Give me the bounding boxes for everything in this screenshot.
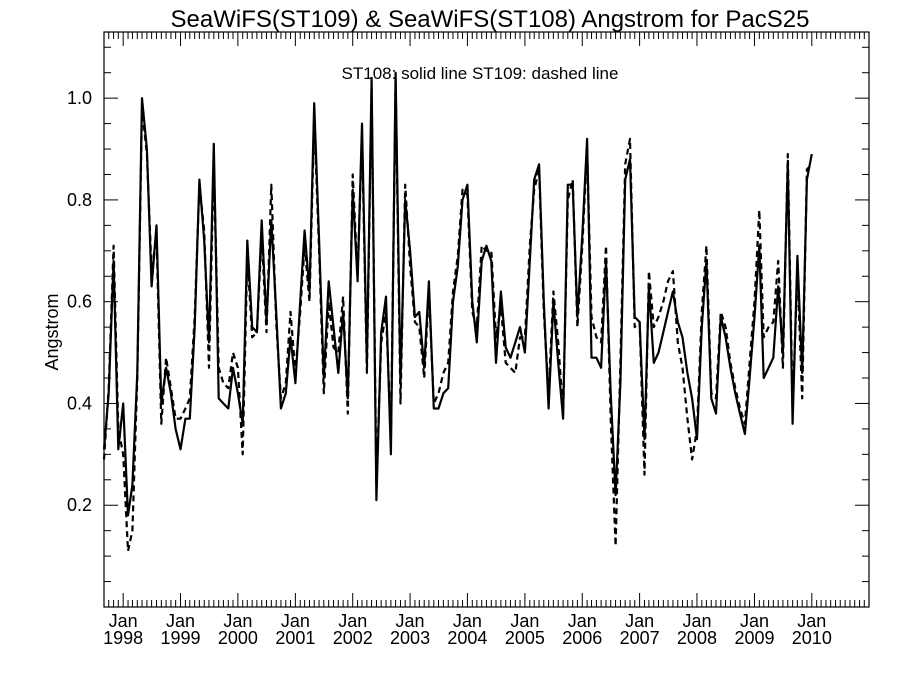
- x-tick-year-label: 2004: [447, 628, 487, 648]
- x-tick-month-label: Jan: [510, 611, 539, 631]
- line-style-annotation: ST108: solid line ST109: dashed line: [342, 64, 619, 83]
- x-tick-year-label: 2000: [218, 628, 258, 648]
- x-tick-year-label: 2003: [390, 628, 430, 648]
- y-tick-label: 1.0: [67, 88, 92, 108]
- series-lines: [102, 71, 813, 553]
- x-tick-month-label: Jan: [740, 611, 769, 631]
- x-tick-year-label: 2006: [562, 628, 602, 648]
- y-tick-label: 0.6: [67, 292, 92, 312]
- x-tick-month-label: Jan: [568, 611, 597, 631]
- x-tick-year-label: 1998: [103, 628, 143, 648]
- x-tick-month-label: Jan: [625, 611, 654, 631]
- series-st109-line: [102, 81, 813, 553]
- x-tick-month-label: Jan: [166, 611, 195, 631]
- series-st108-line: [102, 71, 813, 517]
- y-tick-label: 0.2: [67, 495, 92, 515]
- x-tick-year-label: 1999: [160, 628, 200, 648]
- y-axis-ticks: 0.2 0.4 0.6 0.8 1.0: [67, 46, 869, 583]
- y-axis-label: Angstrom: [42, 293, 62, 370]
- x-tick-month-label: Jan: [281, 611, 310, 631]
- x-tick-year-label: 2008: [677, 628, 717, 648]
- x-axis-ticks: Jan1998Jan1999Jan2000Jan2001Jan2002Jan20…: [103, 32, 865, 648]
- x-tick-month-label: Jan: [453, 611, 482, 631]
- x-tick-year-label: 2002: [333, 628, 373, 648]
- x-tick-month-label: Jan: [682, 611, 711, 631]
- x-tick-month-label: Jan: [797, 611, 826, 631]
- x-tick-year-label: 2001: [275, 628, 315, 648]
- chart-title: SeaWiFS(ST109) & SeaWiFS(ST108) Angstrom…: [171, 6, 810, 33]
- y-tick-label: 0.4: [67, 393, 92, 413]
- x-tick-year-label: 2009: [734, 628, 774, 648]
- x-tick-month-label: Jan: [223, 611, 252, 631]
- x-tick-month-label: Jan: [396, 611, 425, 631]
- y-tick-label: 0.8: [67, 190, 92, 210]
- x-tick-year-label: 2010: [792, 628, 832, 648]
- x-tick-year-label: 2007: [620, 628, 660, 648]
- x-tick-month-label: Jan: [338, 611, 367, 631]
- x-tick-month-label: Jan: [109, 611, 138, 631]
- x-tick-year-label: 2005: [505, 628, 545, 648]
